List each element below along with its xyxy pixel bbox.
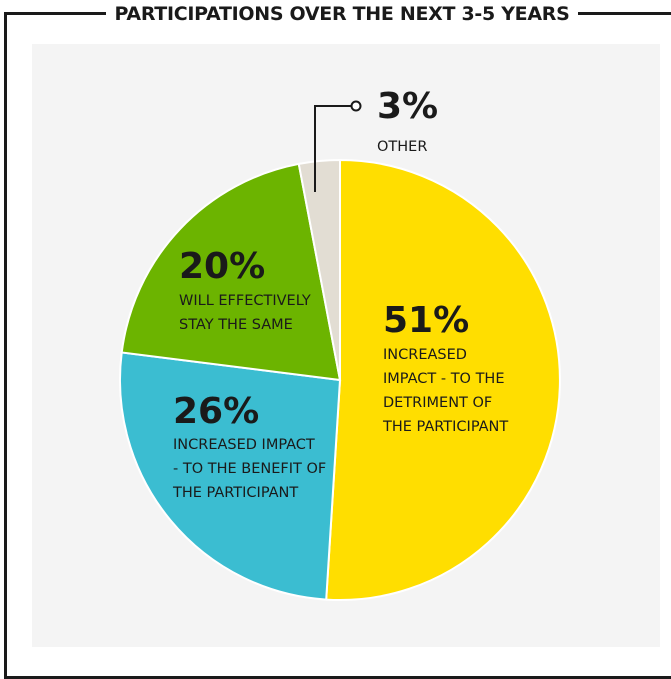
slice-label-detriment-line-1: INCREASED: [383, 347, 467, 363]
slice-label-benefit-line-3: THE PARTICIPANT: [172, 485, 298, 501]
frame-left-border: [4, 12, 7, 679]
slice-label-detriment-line-2: IMPACT - TO THE: [383, 371, 505, 387]
frame-top-right-border: [578, 12, 671, 15]
frame-top-left-border: [4, 12, 106, 15]
pie-slice-same: [120, 162, 342, 382]
slice-label-benefit-line-1: INCREASED IMPACT: [173, 437, 315, 453]
slice-label-benefit-line-2: - TO THE BENEFIT OF: [173, 461, 326, 477]
pie-slice-benefit: [119, 351, 342, 601]
slice-label-other-line-1: OTHER: [377, 139, 427, 155]
pie-slice-detriment: [325, 158, 561, 601]
slice-percent-detriment: 51%: [383, 300, 469, 341]
slice-percent-same: 20%: [179, 246, 265, 287]
other-callout-line: [314, 105, 351, 192]
slice-label-detriment-line-4: THE PARTICIPANT: [382, 419, 508, 435]
slice-label-detriment-line-3: DETRIMENT OF: [383, 395, 492, 411]
frame-bottom-border: [4, 676, 671, 679]
slice-label-same-line-2: STAY THE SAME: [179, 317, 293, 333]
pie-slices: [119, 158, 561, 601]
pie-slice-other: [297, 158, 341, 381]
chart-title: PARTICIPATIONS OVER THE NEXT 3-5 YEARS: [114, 3, 570, 25]
other-callout-dot: [350, 100, 362, 112]
slice-label-same-line-1: WILL EFFECTIVELY: [179, 293, 311, 309]
callout-layer: [314, 100, 362, 192]
slice-labels: 51% INCREASED IMPACT - TO THE DETRIMENT OF T…: [172, 86, 508, 501]
slice-percent-benefit: 26%: [173, 391, 259, 432]
slice-percent-other: 3%: [377, 86, 438, 127]
